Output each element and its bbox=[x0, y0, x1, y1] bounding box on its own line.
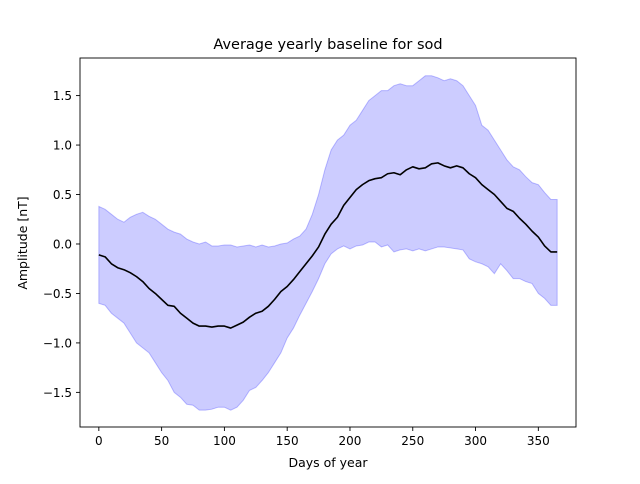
line-layer bbox=[98, 162, 558, 329]
x-tick-label: 0 bbox=[95, 434, 103, 448]
plot-frame bbox=[79, 57, 577, 428]
y-tick-label: −1.5 bbox=[43, 386, 72, 400]
band-layer bbox=[98, 75, 558, 411]
x-axis-label: Days of year bbox=[288, 455, 368, 470]
x-tick-label: 350 bbox=[527, 434, 550, 448]
x-tick-label: 250 bbox=[401, 434, 424, 448]
y-tick-label: 0.0 bbox=[53, 237, 72, 251]
y-tick-label: −0.5 bbox=[43, 287, 72, 301]
chart-title: Average yearly baseline for sod bbox=[213, 37, 442, 53]
y-axis-label: Amplitude [nT] bbox=[15, 196, 30, 289]
y-tick-label: 1.0 bbox=[53, 139, 72, 153]
y-tick-label: 0.5 bbox=[53, 188, 72, 202]
axes-layer: 0 50 100 150 200 250 300 350 −1.5 −1.0 −0.5 0.0 0.5 1… bbox=[43, 57, 577, 448]
confidence-band bbox=[98, 75, 558, 411]
x-tick-label: 300 bbox=[464, 434, 487, 448]
x-tick-label: 50 bbox=[154, 434, 169, 448]
mean-line bbox=[98, 162, 558, 329]
x-tick-label: 150 bbox=[276, 434, 299, 448]
x-tick-label: 200 bbox=[339, 434, 362, 448]
x-tick-label: 100 bbox=[213, 434, 236, 448]
y-tick-label: 1.5 bbox=[53, 89, 72, 103]
y-tick-label: −1.0 bbox=[43, 336, 72, 350]
